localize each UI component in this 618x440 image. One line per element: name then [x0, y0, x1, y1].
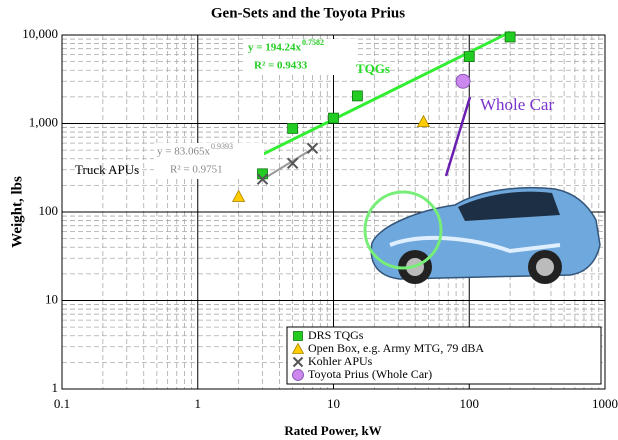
x-tick-label: 1 — [195, 396, 202, 411]
marker-x — [306, 142, 319, 154]
legend-label: Open Box, e.g. Army MTG, 79 dBA — [308, 341, 484, 355]
car-stripe — [389, 235, 561, 254]
x-tick-label: 1000 — [592, 396, 618, 411]
marker-square — [287, 123, 299, 134]
annotation: Truck APUs — [75, 162, 139, 177]
x-tick-label: 100 — [460, 396, 480, 411]
x-tick-label: 10 — [327, 396, 340, 411]
y-tick-label: 10 — [45, 291, 58, 306]
fit-equation: y = 83.065x — [157, 146, 210, 158]
marks — [231, 31, 516, 202]
marker-x — [256, 173, 269, 185]
label-bg — [245, 39, 355, 75]
marker-square — [463, 51, 475, 63]
y-tick-label: 1 — [52, 380, 59, 395]
marker-circle — [292, 369, 304, 381]
legend-label: DRS TQGs — [308, 328, 364, 342]
y-axis-label: Weight, lbs — [9, 176, 25, 248]
legend-label: Kohler APUs — [308, 354, 373, 368]
car-hub — [536, 258, 554, 276]
fit-equation: y = 194.24x — [248, 42, 302, 54]
trend-line — [261, 148, 313, 181]
legend-box — [286, 326, 602, 385]
car-window — [458, 191, 560, 221]
y-tick-label: 10,000 — [22, 26, 58, 41]
marker-x — [292, 356, 304, 368]
fit-r2: R² = 0.9433 — [254, 60, 308, 72]
pointer-line — [444, 96, 472, 177]
highlight-circle — [363, 190, 443, 270]
annotation: TQGs — [356, 61, 390, 76]
marker-square — [352, 90, 363, 102]
marker-triangle — [231, 189, 246, 202]
marker-x — [286, 157, 299, 170]
marker-circle — [455, 73, 471, 89]
y-tick-label: 1,000 — [29, 114, 58, 129]
chart-title: Gen-Sets and the Toyota Prius — [211, 5, 405, 21]
marker-square — [504, 31, 516, 43]
marker-triangle — [291, 342, 305, 354]
x-tick-label: 0.1 — [54, 396, 70, 411]
marker-square — [293, 331, 303, 341]
annotation: Whole Car — [480, 95, 554, 114]
label-bg — [154, 143, 264, 179]
fit-exponent: 0.9393 — [211, 142, 233, 151]
x-axis-label: Rated Power, kW — [284, 423, 381, 438]
marker-triangle — [416, 114, 431, 128]
legend-label: Toyota Prius (Whole Car) — [308, 367, 432, 381]
car-photo — [363, 186, 601, 284]
marker-square — [257, 168, 268, 180]
marker-square — [328, 112, 339, 124]
plot-frame — [61, 34, 606, 390]
fit-r2: R² = 0.9751 — [170, 164, 223, 176]
y-tick-label: 100 — [39, 203, 59, 218]
fit-exponent: 0.7582 — [302, 38, 324, 47]
